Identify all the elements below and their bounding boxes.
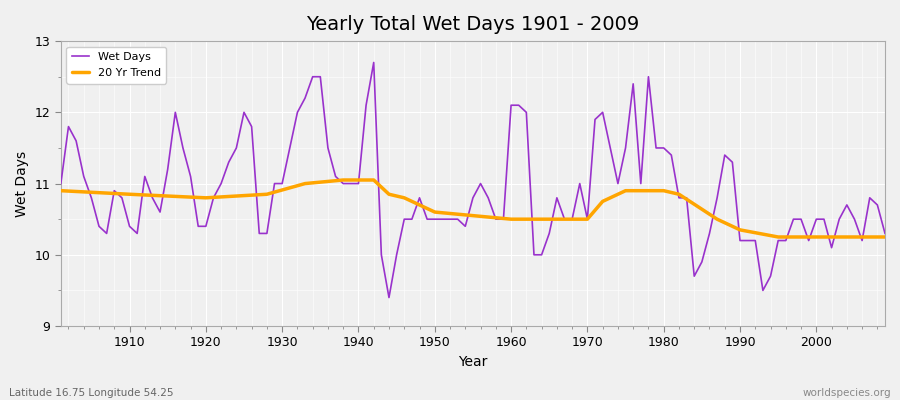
20 Yr Trend (879, 234, 890, 239)
Wet Days (368, 60, 379, 65)
20 Yr Trend (368, 178, 379, 182)
Wet Days (879, 231, 890, 236)
20 Yr Trend (124, 192, 135, 197)
20 Yr Trend (338, 178, 348, 182)
20 Yr Trend (734, 228, 745, 232)
20 Yr Trend (383, 192, 394, 197)
Legend: Wet Days, 20 Yr Trend: Wet Days, 20 Yr Trend (67, 47, 166, 84)
Wet Days (116, 196, 127, 200)
Text: worldspecies.org: worldspecies.org (803, 388, 891, 398)
20 Yr Trend (658, 188, 669, 193)
20 Yr Trend (712, 217, 723, 222)
Title: Yearly Total Wet Days 1901 - 2009: Yearly Total Wet Days 1901 - 2009 (306, 15, 640, 34)
Wet Days (383, 295, 394, 300)
20 Yr Trend (262, 192, 273, 197)
20 Yr Trend (56, 188, 67, 193)
20 Yr Trend (773, 234, 784, 239)
X-axis label: Year: Year (458, 355, 488, 369)
20 Yr Trend (201, 196, 212, 200)
Line: Wet Days: Wet Days (61, 62, 885, 298)
Wet Days (330, 174, 341, 179)
Y-axis label: Wet Days: Wet Days (15, 150, 29, 217)
Line: 20 Yr Trend: 20 Yr Trend (61, 180, 885, 237)
20 Yr Trend (620, 188, 631, 193)
Text: Latitude 16.75 Longitude 54.25: Latitude 16.75 Longitude 54.25 (9, 388, 174, 398)
Wet Days (521, 110, 532, 115)
20 Yr Trend (506, 217, 517, 222)
20 Yr Trend (414, 202, 425, 207)
Wet Days (513, 103, 524, 108)
Wet Days (613, 181, 624, 186)
20 Yr Trend (399, 196, 410, 200)
20 Yr Trend (582, 217, 593, 222)
20 Yr Trend (598, 199, 608, 204)
20 Yr Trend (429, 210, 440, 214)
Wet Days (56, 181, 67, 186)
20 Yr Trend (300, 181, 310, 186)
Wet Days (284, 146, 295, 150)
20 Yr Trend (673, 192, 684, 197)
20 Yr Trend (811, 234, 822, 239)
